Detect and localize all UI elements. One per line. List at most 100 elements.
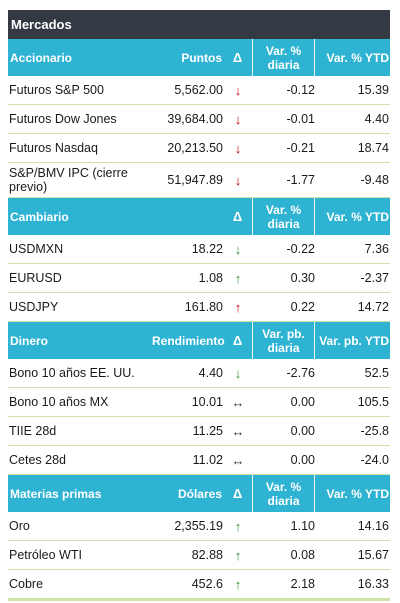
section-header-accionario: Accionario Puntos Δ Var. % diaria Var. %… (8, 39, 390, 76)
row-ytd: -2.37 (360, 271, 390, 285)
arrow-flat-icon: ↔ (231, 423, 245, 439)
table-row: S&P/BMV IPC (cierre previo) 51,947.89 ↓ … (8, 163, 390, 198)
row-daily: -1.77 (286, 173, 316, 187)
row-daily: -2.76 (286, 366, 316, 380)
header-val: Rendimiento (152, 333, 225, 348)
section-header-materias-primas: Materias primas Dólares Δ Var. % diaria … (8, 475, 390, 512)
header-ytd: Var. % YTD (326, 486, 389, 501)
header-val: Dólares (177, 486, 222, 501)
row-ytd: 4.40 (364, 112, 389, 126)
arrow-flat-icon: ↔ (231, 394, 245, 410)
row-name: Futuros S&P 500 (9, 83, 104, 97)
row-ytd: -24.0 (360, 453, 390, 467)
row-name: Futuros Dow Jones (9, 112, 117, 126)
table-row: Oro 2,355.19 ↑ 1.10 14.16 (8, 512, 390, 541)
row-daily: 0.30 (290, 271, 315, 285)
bottom-divider (8, 599, 390, 601)
row-value: 18.22 (191, 242, 223, 256)
section-header-cambiario: Cambiario Δ Var. % diaria Var. % YTD (8, 198, 390, 235)
arrow-up-icon: ↑ (234, 547, 242, 563)
table-row: Futuros Nasdaq 20,213.50 ↓ -0.21 18.74 (8, 134, 390, 163)
header-daily: Var. pb. diaria (253, 322, 315, 359)
row-daily: -0.01 (286, 112, 316, 126)
row-value: 51,947.89 (167, 173, 223, 187)
row-value: 10.01 (191, 395, 223, 409)
row-value: 5,562.00 (174, 83, 223, 97)
row-daily: 0.00 (290, 453, 315, 467)
delta-icon: Δ (223, 198, 253, 235)
row-value: 20,213.50 (167, 141, 223, 155)
header-daily: Var. % diaria (253, 475, 315, 512)
row-value: 39,684.00 (167, 112, 223, 126)
row-name: Futuros Nasdaq (9, 141, 98, 155)
row-name: USDJPY (9, 300, 59, 314)
arrow-up-icon: ↑ (234, 299, 242, 315)
arrow-down-icon: ↓ (234, 111, 242, 127)
row-name: Petróleo WTI (9, 548, 82, 562)
table-row: USDMXN 18.22 ↓ -0.22 7.36 (8, 235, 390, 264)
table-row: EURUSD 1.08 ↑ 0.30 -2.37 (8, 264, 390, 293)
delta-icon: Δ (223, 322, 253, 359)
row-ytd: 52.5 (364, 366, 389, 380)
delta-icon: Δ (223, 475, 253, 512)
table-row: TIIE 28d 11.25 ↔ 0.00 -25.8 (8, 417, 390, 446)
row-value: 2,355.19 (174, 519, 223, 533)
row-ytd: 7.36 (364, 242, 389, 256)
arrow-down-icon: ↓ (234, 82, 242, 98)
row-name: USDMXN (9, 242, 64, 256)
table-row: Cetes 28d 11.02 ↔ 0.00 -24.0 (8, 446, 390, 475)
row-ytd: 15.67 (357, 548, 389, 562)
header-name: Accionario (10, 50, 73, 65)
row-name: Bono 10 años MX (9, 395, 109, 409)
row-daily: 0.08 (290, 548, 315, 562)
row-name: Cetes 28d (9, 453, 66, 467)
row-value: 452.6 (191, 577, 223, 591)
row-daily: 0.22 (290, 300, 315, 314)
row-value: 11.02 (192, 453, 223, 467)
arrow-down-icon: ↓ (234, 140, 242, 156)
row-ytd: 14.72 (357, 300, 389, 314)
table-row: Futuros Dow Jones 39,684.00 ↓ -0.01 4.40 (8, 105, 390, 134)
header-name: Materias primas (10, 486, 102, 501)
row-name: Bono 10 años EE. UU. (9, 366, 135, 380)
row-name: Cobre (9, 577, 44, 591)
header-daily: Var. % diaria (253, 39, 315, 76)
arrow-down-icon: ↓ (234, 172, 242, 188)
arrow-down-icon: ↓ (234, 365, 242, 381)
arrow-flat-icon: ↔ (231, 452, 245, 468)
table-title: Mercados (8, 10, 390, 39)
arrow-up-icon: ↑ (234, 576, 242, 592)
row-daily: 0.00 (290, 395, 315, 409)
row-daily: -0.12 (286, 83, 316, 97)
header-ytd: Var. pb. YTD (319, 333, 389, 348)
table-row: Bono 10 años MX 10.01 ↔ 0.00 105.5 (8, 388, 390, 417)
row-ytd: 105.5 (357, 395, 389, 409)
table-row: USDJPY 161.80 ↑ 0.22 14.72 (8, 293, 390, 322)
row-value: 161.80 (184, 300, 223, 314)
arrow-up-icon: ↑ (234, 270, 242, 286)
row-daily: -0.21 (286, 141, 316, 155)
row-daily: 1.10 (290, 519, 315, 533)
row-ytd: -9.48 (360, 173, 390, 187)
header-ytd: Var. % YTD (326, 50, 389, 65)
arrow-down-icon: ↓ (234, 241, 242, 257)
market-table: Mercados Accionario Puntos Δ Var. % diar… (8, 10, 390, 601)
delta-icon: Δ (223, 39, 253, 76)
row-name: Oro (9, 519, 30, 533)
arrow-up-icon: ↑ (234, 518, 242, 534)
section-header-dinero: Dinero Rendimiento Δ Var. pb. diaria Var… (8, 322, 390, 359)
row-value: 11.25 (192, 424, 223, 438)
header-name: Dinero (10, 333, 49, 348)
row-daily: 2.18 (290, 577, 315, 591)
row-ytd: 14.16 (357, 519, 389, 533)
row-value: 4.40 (198, 366, 223, 380)
row-name: S&P/BMV IPC (cierre previo) (9, 166, 128, 194)
table-row: Petróleo WTI 82.88 ↑ 0.08 15.67 (8, 541, 390, 570)
row-ytd: -25.8 (360, 424, 390, 438)
header-ytd: Var. % YTD (326, 209, 389, 224)
row-value: 82.88 (191, 548, 223, 562)
row-ytd: 16.33 (357, 577, 389, 591)
header-daily: Var. % diaria (253, 198, 315, 235)
row-ytd: 18.74 (357, 141, 389, 155)
table-row: Cobre 452.6 ↑ 2.18 16.33 (8, 570, 390, 599)
